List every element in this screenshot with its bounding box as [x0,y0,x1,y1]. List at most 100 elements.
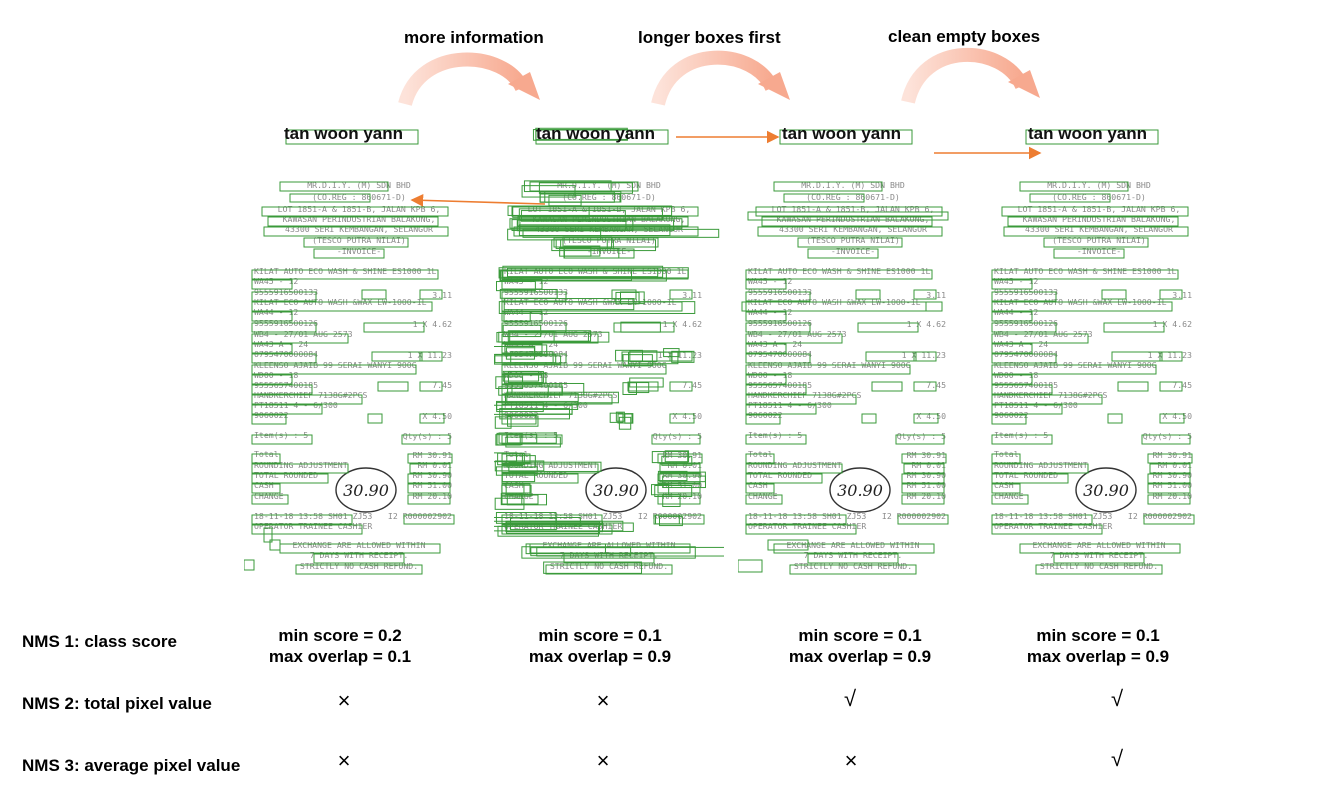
detection-box [419,381,443,392]
receipt-text-line: 7 DAYS WITH RECEIPT. [804,550,903,560]
row-label-nms3: NMS 3: average pixel value [22,756,241,775]
detection-box [494,497,525,510]
detection-box [1159,381,1183,392]
receipt-text-line: EXCHANGE ARE ALLOWED WITHIN [786,540,919,550]
detection-box [1159,289,1183,300]
detection-box [991,394,1103,405]
detection-box [251,524,363,535]
detection-box [251,301,433,312]
detection-box [991,404,1063,415]
detection-box [512,206,590,218]
detection-box [669,413,695,424]
detection-box [499,269,633,282]
receipt-text-line: STRICTLY NO CASH REFUND. [550,561,668,571]
detection-box [529,543,691,554]
detection-box [628,382,650,394]
handwritten-circle [829,467,891,513]
detection-box [494,460,545,472]
detection-box [506,267,659,278]
detection-box [783,193,865,203]
receipt-amount: RM 30.91 [907,450,947,460]
detection-box [745,514,847,525]
detection-box [502,265,664,278]
col1-params: min score = 0.2 max overlap = 0.1 [240,625,440,667]
step-arc-3 [901,48,1040,104]
detection-box [251,453,281,464]
receipt-amount: RM 51.00 [907,480,947,490]
detection-box [903,463,945,474]
detection-box [251,494,289,505]
detection-box [269,539,281,551]
detection-box [628,351,679,365]
detection-box [244,559,255,571]
receipt-amount: 1 X 11.23 [658,350,702,360]
detection-box [407,473,451,484]
detection-box [767,539,809,551]
detection-box [745,394,857,405]
step-arrows [398,48,1040,107]
detection-box [913,381,937,392]
receipt-name-4: tan woon yann [1028,124,1147,143]
detection-box [502,324,542,338]
detection-box [1053,248,1125,259]
detection-box [745,269,933,280]
detection-box [789,564,917,575]
receipt-text-line: (CO.REG : 860671-D) [1052,192,1146,202]
detection-box [251,279,293,290]
receipt-text-line: (CO.REG : 860671-D) [806,192,900,202]
detection-box [1141,434,1191,445]
col4-min-score: min score = 0.1 [1036,626,1160,645]
detection-box [991,473,1069,484]
detection-box [861,413,877,424]
receipt-amount: I2 R000002902 [388,511,452,521]
handwritten-total: 30.90 [343,481,389,500]
detection-box [738,559,763,573]
detection-box [1043,237,1149,248]
detection-box [501,524,613,535]
detection-box [501,471,536,483]
receipt-text-line: TOTAL ROUNDED [994,470,1058,480]
detection-box [517,216,689,227]
receipt-amount: X 4.50 [672,411,702,421]
detection-box [407,494,451,505]
detection-box [629,350,658,363]
detection-box [745,311,787,322]
receipt-text-line: CHANGE [254,491,284,501]
receipt-text-line: 43300 SERI KEMBANGAN, SELANGOR [285,224,433,234]
detection-box [651,434,701,445]
detection-box [761,216,933,227]
receipt-amount: RM 30.91 [1153,450,1193,460]
detection-box [991,463,1089,474]
detection-box [991,291,1057,302]
detection-box [913,351,937,362]
detection-box [747,211,949,221]
step-label-3: clean empty boxes [888,27,1041,46]
col1-min-score: min score = 0.2 [278,626,402,645]
detection-box [523,180,612,193]
detection-box [745,483,775,494]
receipt-text-line: 18-11-18 13:58 SH01 ZJ53 [994,511,1112,521]
detection-box [901,453,947,464]
receipt-name-3: tan woon yann [782,124,901,143]
detection-box [1001,206,1189,217]
detection-box [1103,322,1165,333]
detection-box [313,553,405,564]
receipt-amount: 1 X 4.62 [413,319,453,329]
detection-box [501,364,667,375]
detection-box [745,453,775,464]
receipt-text-line: LOT 1851-A & 1851-B, JALAN KPB 6, [1018,204,1181,214]
receipt-amount: RM 30.90 [413,470,453,480]
detection-box [251,322,317,333]
receipt-text-line: ROUNDING ADJUSTMENT [748,460,842,470]
detection-box [511,382,585,396]
detection-box [518,208,663,221]
col2-nms2-mark: × [596,688,610,713]
receipt-text-line: ROUNDING ADJUSTMENT [504,460,598,470]
detection-box [521,185,576,198]
receipt-text-line: TOTAL ROUNDED [748,470,812,480]
receipt-text-line: (TESCO PUTRA NILAI) [312,235,406,245]
detection-box [865,351,917,362]
col4-max-overlap: max overlap = 0.9 [1026,647,1170,666]
detection-box [251,463,349,474]
detection-box [991,279,1033,290]
